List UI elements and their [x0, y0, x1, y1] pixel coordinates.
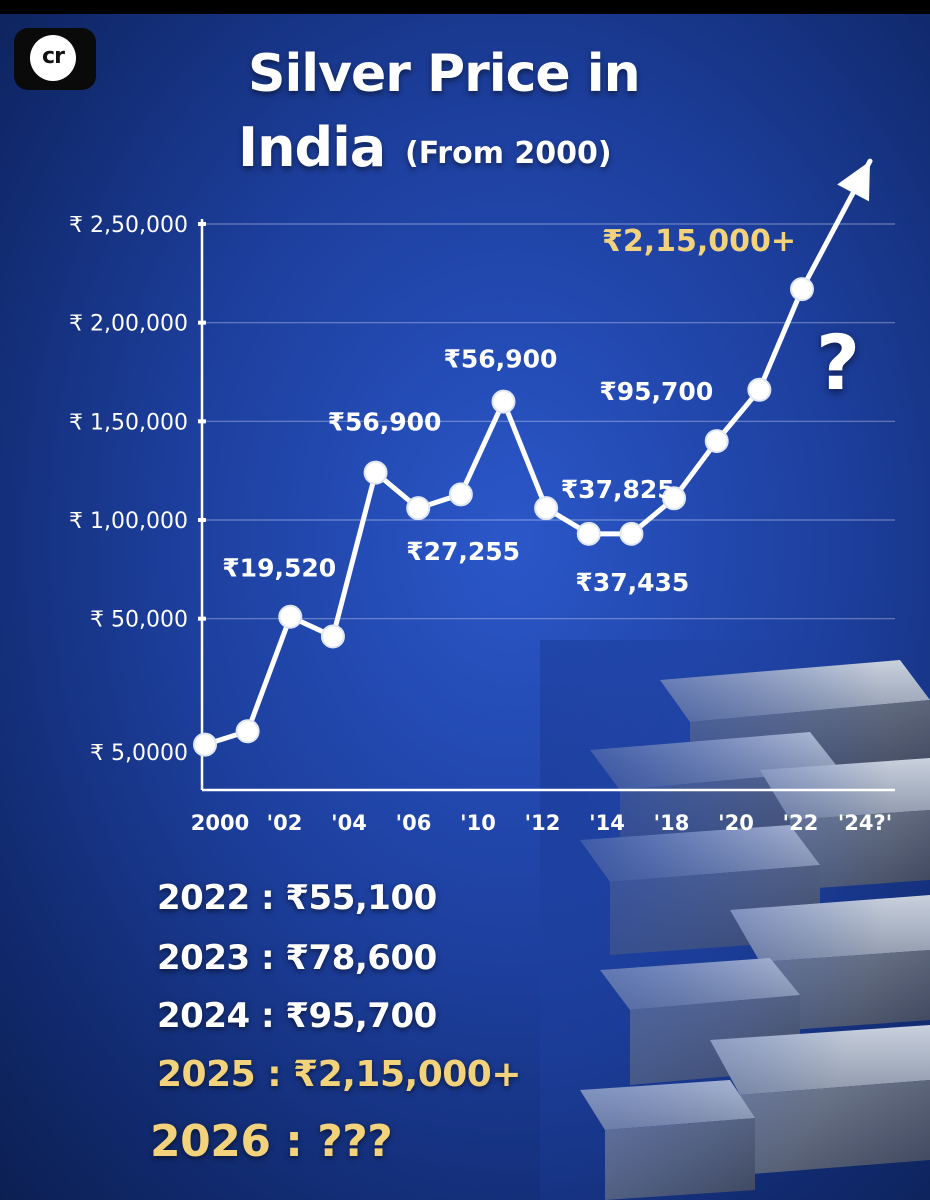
x-tick-label: '04: [331, 811, 367, 835]
x-tick-label: '12: [525, 811, 561, 835]
logo-text: cr: [42, 44, 65, 69]
title-subtitle: (From 2000): [405, 136, 612, 171]
x-tick-label: 2000: [191, 811, 249, 835]
data-point: [662, 486, 687, 511]
silver-price-chart: ₹ 2,50,000 ₹ 2,00,000 ₹ 1,50,000 ₹ 1,00,000…: [69, 158, 895, 835]
y-axis-ticks: ₹ 2,50,000 ₹ 2,00,000 ₹ 1,50,000 ₹ 1,00,000…: [69, 213, 206, 766]
data-label: ₹95,700: [599, 377, 713, 406]
data-point: [193, 732, 217, 757]
x-tick-label: '24?': [838, 811, 892, 835]
data-point: [235, 719, 260, 744]
data-label: ₹27,255: [406, 537, 520, 566]
data-point: [448, 482, 473, 507]
trend-arrow-head: [837, 161, 870, 202]
data-label: ₹2,15,000+: [602, 224, 796, 259]
x-axis-ticks: 2000 '02 '04 '06 '10 '12 '14 '18 '20 '22 '24?': [191, 811, 892, 835]
data-label: ₹56,900: [444, 345, 558, 374]
x-tick-label: '18: [654, 811, 690, 835]
x-tick-label: '14: [589, 811, 625, 835]
data-point: [534, 496, 559, 521]
yearly-price-2022: 2022 : ₹55,100: [157, 878, 437, 918]
y-tick-label: ₹ 50,000: [90, 608, 188, 633]
silver-bars-illustration: [540, 640, 930, 1200]
y-tick-label: ₹ 1,50,000: [69, 410, 188, 435]
data-label: ₹37,435: [575, 568, 689, 597]
data-point: [704, 429, 729, 454]
y-tick-label: ₹ 5,0000: [90, 741, 188, 766]
y-tick-mark: [198, 419, 206, 424]
y-tick-label: ₹ 1,00,000: [69, 509, 188, 534]
data-point: [790, 277, 814, 302]
y-tick-mark: [198, 222, 206, 226]
x-tick-label: '20: [718, 811, 754, 835]
data-point: [747, 377, 772, 402]
question-mark-annotation: ?: [816, 318, 861, 407]
data-point: [406, 496, 431, 521]
grid-lines: [202, 223, 895, 620]
y-tick-label: ₹ 2,50,000: [69, 213, 188, 238]
price-series: [193, 158, 873, 757]
chart-axes: [200, 219, 895, 792]
yearly-price-2025: 2025 : ₹2,15,000+: [157, 1054, 522, 1095]
logo-badge: cr: [30, 35, 76, 81]
y-tick-mark: [198, 518, 206, 522]
data-point: [320, 624, 345, 649]
title-line-1: Silver Price in: [248, 44, 641, 104]
top-bar: [0, 0, 930, 14]
data-point: [363, 460, 388, 485]
data-point: [619, 521, 644, 546]
brand-logo: cr: [14, 28, 96, 90]
x-tick-label: '10: [460, 811, 496, 835]
title-line-2: India: [238, 116, 386, 179]
y-tick-label: ₹ 2,00,000: [69, 312, 188, 337]
data-point: [491, 389, 516, 414]
y-tick-mark: [198, 616, 206, 621]
data-point: [576, 521, 601, 546]
x-tick-label: '22: [783, 811, 819, 835]
data-label: ₹19,520: [222, 554, 336, 583]
data-label: ₹37,825: [561, 475, 675, 504]
data-label: ₹56,900: [328, 408, 442, 437]
yearly-price-2024: 2024 : ₹95,700: [157, 996, 437, 1036]
y-tick-mark: [198, 320, 206, 325]
data-point: [278, 604, 303, 629]
x-tick-label: '06: [396, 811, 432, 835]
yearly-price-2026: 2026 : ???: [150, 1116, 393, 1167]
data-labels: ₹19,520 ₹56,900 ₹27,255 ₹56,900 ₹37,825 ₹37,4…: [222, 224, 796, 597]
yearly-price-2023: 2023 : ₹78,600: [157, 938, 437, 978]
x-tick-label: '02: [267, 811, 303, 835]
